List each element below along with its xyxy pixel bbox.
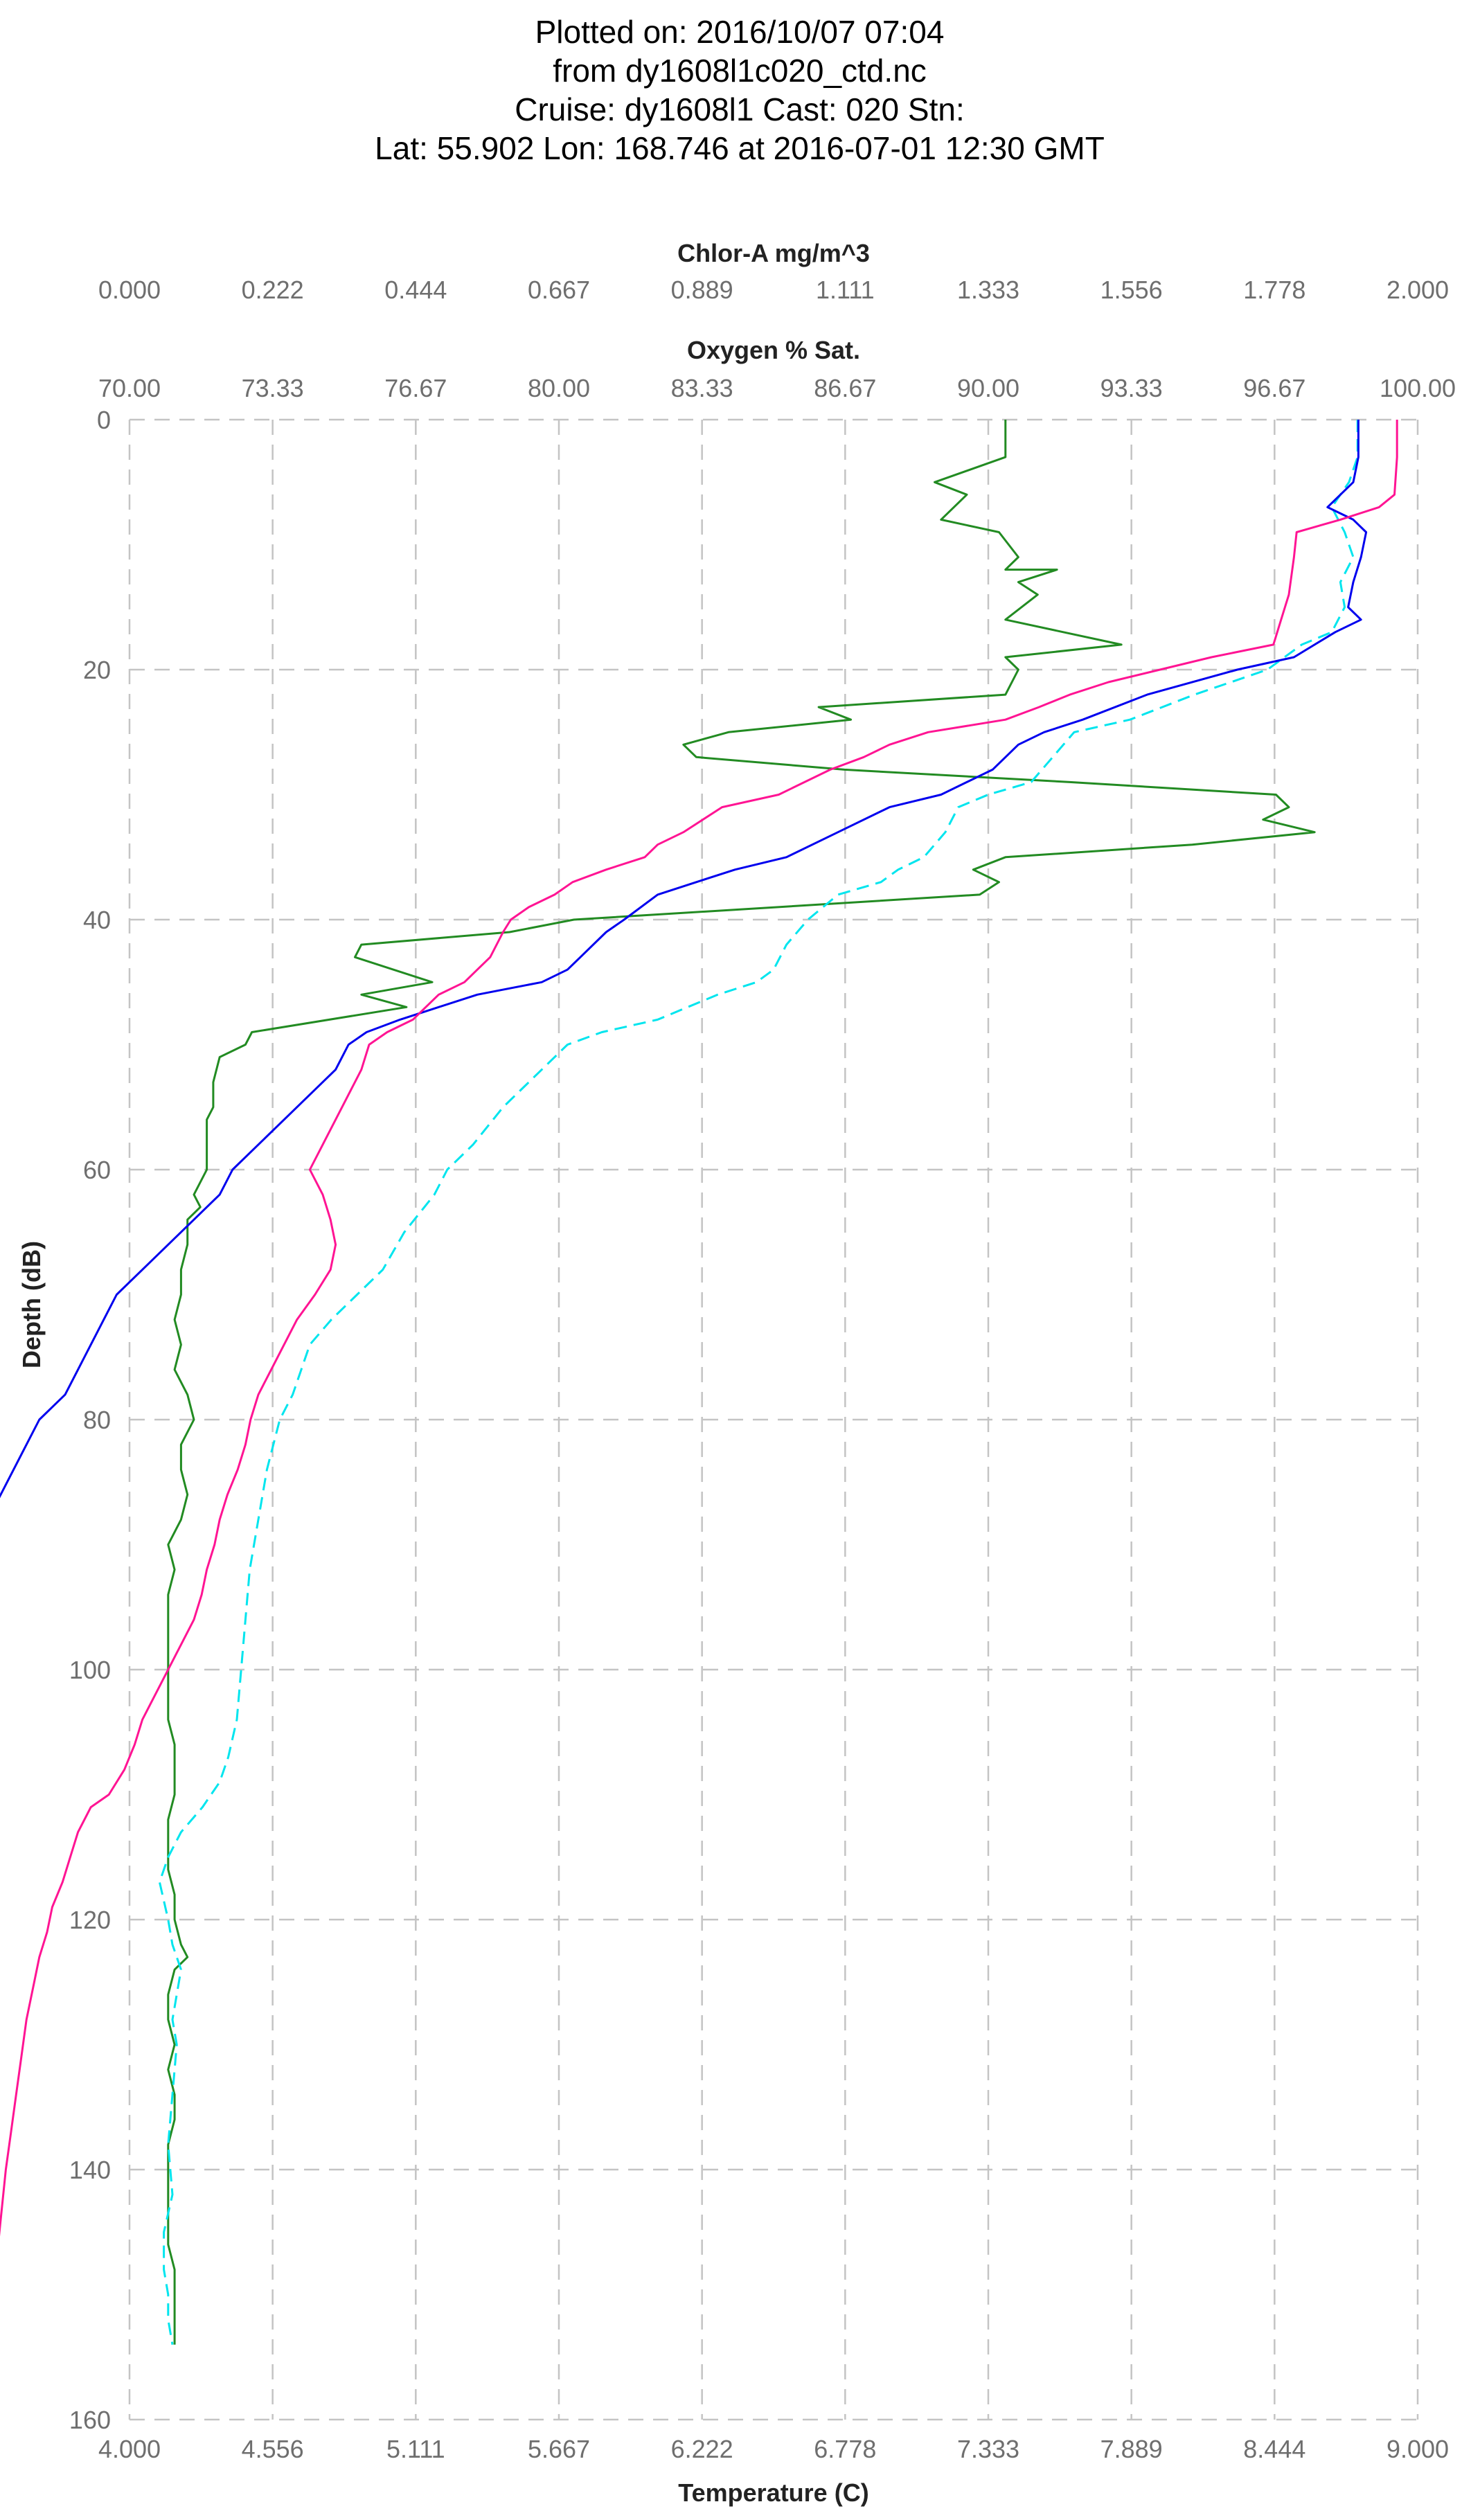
temperature-tick-label: 6.778 bbox=[814, 2435, 876, 2463]
chlorophyll-line bbox=[167, 420, 1316, 2345]
depth-tick-label: 80 bbox=[83, 1406, 111, 1434]
temperature-tick-label: 5.667 bbox=[528, 2435, 590, 2463]
chlor-tick-label: 2.000 bbox=[1387, 276, 1449, 304]
chlor-tick-label: 1.333 bbox=[957, 276, 1019, 304]
chlor-tick-label: 0.667 bbox=[528, 276, 590, 304]
series-layer bbox=[0, 420, 1398, 2345]
oxygen-tick-label: 83.33 bbox=[671, 374, 733, 402]
oxygen-axis-title: Oxygen % Sat. bbox=[687, 336, 860, 364]
depth-tick-label: 40 bbox=[83, 906, 111, 934]
depth-tick-label: 140 bbox=[69, 2156, 111, 2184]
chlor-axis-ticks: 0.000 0.222 0.444 0.667 0.889 1.111 1.333 1.556… bbox=[98, 276, 1449, 304]
oxygen-tick-label: 93.33 bbox=[1100, 374, 1163, 402]
oxygen-line bbox=[158, 420, 1359, 2345]
title-line-4: Lat: 55.902 Lon: 168.746 at 2016-07-01 1… bbox=[375, 130, 1105, 166]
chlor-tick-label: 1.556 bbox=[1100, 276, 1163, 304]
temperature-tick-label: 4.000 bbox=[98, 2435, 161, 2463]
oxygen-tick-label: 100.00 bbox=[1380, 374, 1456, 402]
chlor-tick-label: 1.111 bbox=[816, 276, 875, 304]
temperature-tick-label: 4.556 bbox=[242, 2435, 304, 2463]
temperature-tick-label: 7.333 bbox=[957, 2435, 1019, 2463]
depth-tick-label: 160 bbox=[69, 2406, 111, 2434]
oxygen-tick-label: 96.67 bbox=[1243, 374, 1305, 402]
depth-tick-label: 60 bbox=[83, 1156, 111, 1184]
temperature-line bbox=[0, 420, 1368, 1499]
temperature-tick-label: 6.222 bbox=[671, 2435, 733, 2463]
temperature-axis-ticks: 4.000 4.556 5.111 5.667 6.222 6.778 7.333 7.889… bbox=[98, 2435, 1449, 2463]
chlor-tick-label: 0.889 bbox=[671, 276, 733, 304]
temperature-tick-label: 9.000 bbox=[1387, 2435, 1449, 2463]
title-line-1: Plotted on: 2016/10/07 07:04 bbox=[535, 14, 945, 50]
title-line-2: from dy1608l1c020_ctd.nc bbox=[553, 53, 927, 89]
chlor-tick-label: 1.778 bbox=[1243, 276, 1305, 304]
chlor-tick-label: 0.222 bbox=[242, 276, 304, 304]
magenta-profile-line bbox=[0, 420, 1398, 2237]
depth-tick-label: 20 bbox=[83, 656, 111, 684]
grid-lines bbox=[128, 418, 1419, 2421]
oxygen-axis-ticks: 70.00 73.33 76.67 80.00 83.33 86.67 90.00 93.33… bbox=[98, 374, 1456, 402]
oxygen-tick-label: 70.00 bbox=[98, 374, 161, 402]
depth-axis-title: Depth (dB) bbox=[17, 1241, 46, 1368]
oxygen-tick-label: 90.00 bbox=[957, 374, 1019, 402]
temperature-tick-label: 7.889 bbox=[1100, 2435, 1163, 2463]
depth-tick-label: 100 bbox=[69, 1656, 111, 1684]
chlor-tick-label: 0.444 bbox=[384, 276, 447, 304]
title-line-3: Cruise: dy1608l1 Cast: 020 Stn: bbox=[515, 91, 964, 127]
depth-tick-label: 120 bbox=[69, 1906, 111, 1934]
chlor-tick-label: 0.000 bbox=[98, 276, 161, 304]
oxygen-tick-label: 73.33 bbox=[242, 374, 304, 402]
temperature-tick-label: 5.111 bbox=[386, 2435, 445, 2463]
depth-tick-label: 0 bbox=[97, 406, 111, 434]
depth-axis-ticks: 0 20 40 60 80 100 120 140 160 bbox=[69, 406, 111, 2434]
oxygen-tick-label: 80.00 bbox=[528, 374, 590, 402]
temperature-tick-label: 8.444 bbox=[1243, 2435, 1305, 2463]
temperature-axis-title: Temperature (C) bbox=[678, 2478, 868, 2507]
chart-title: Plotted on: 2016/10/07 07:04 from dy1608… bbox=[375, 14, 1105, 166]
oxygen-tick-label: 86.67 bbox=[814, 374, 876, 402]
chlor-axis-title: Chlor-A mg/m^3 bbox=[677, 239, 870, 267]
oxygen-tick-label: 76.67 bbox=[384, 374, 447, 402]
